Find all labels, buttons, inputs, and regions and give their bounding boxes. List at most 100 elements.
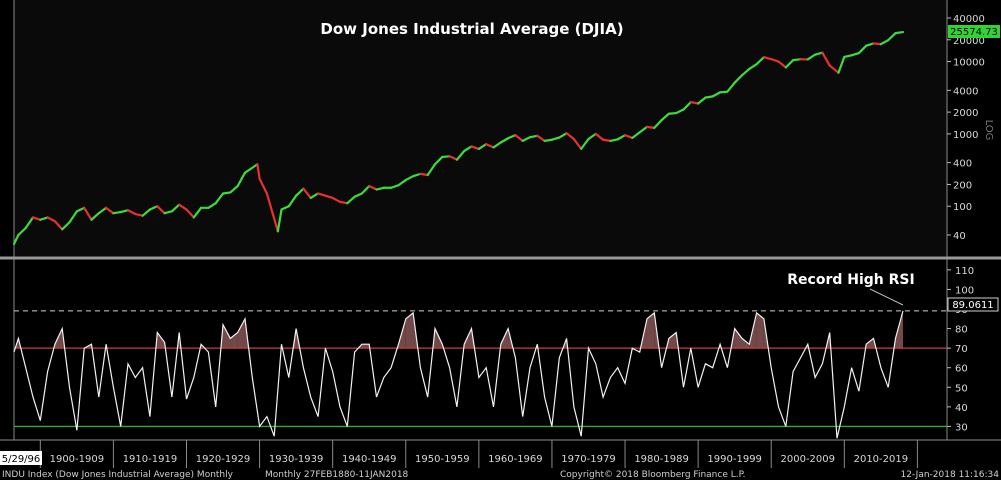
rsi-overbought-area [223,324,231,349]
price-segment [528,134,539,139]
decade-label: 1990-1999 [707,454,762,465]
price-segment [397,178,407,187]
rsi-tick-label: 40 [955,403,968,414]
price-segment [236,171,247,188]
price-tick-label: 400 [953,159,972,170]
price-segment [39,216,49,221]
price-segment [718,90,729,94]
price-segment [148,205,159,211]
price-segment [390,184,400,189]
price-segment [360,184,371,195]
rsi-overbought-area [734,328,742,349]
last-price-badge [948,25,1000,38]
rsi-overbought-area [237,318,245,349]
price-segment [90,212,100,221]
price-segment [338,200,349,205]
rsi-overbought-area [230,332,238,349]
price-segment [112,210,122,215]
price-segment [697,96,707,105]
price-tick-label: 10000 [953,58,985,69]
decade-label: 2010-2019 [854,454,909,465]
rsi-tick-label: 50 [955,383,968,394]
price-segment [550,136,561,141]
price-segment [46,216,57,223]
price-segment [324,194,334,200]
footer-period: Monthly 27FEB1880-11JAN2018 [265,470,409,480]
price-segment [214,192,225,205]
price-segment [879,39,890,46]
price-segment [521,136,532,142]
price-segment [499,137,510,144]
price-segment [441,155,451,159]
price-segment [375,186,385,191]
price-segment [821,51,831,67]
price-segment [843,54,853,59]
rsi-overbought-area [157,332,165,349]
price-segment [616,134,627,141]
price-segment [762,56,773,61]
price-segment [653,119,663,129]
rsi-tick-label: 70 [955,344,968,355]
price-segment [506,134,517,140]
price-segment [17,226,27,237]
price-segment [580,137,590,150]
price-segment [660,112,670,122]
price-segment [455,149,466,161]
decade-label: 1960-1969 [488,454,543,465]
chart-title: Dow Jones Industrial Average (DJIA) [320,20,623,38]
decade-label: 1900-1909 [50,454,105,465]
price-segment [689,101,700,105]
price-segment [178,203,188,211]
price-segment [309,192,320,200]
rsi-value-badge [947,297,999,312]
price-segment [24,216,35,230]
price-segment [256,163,261,180]
price-segment [477,143,488,150]
price-segment [828,64,840,74]
price-segment [755,56,766,66]
price-segment [83,206,93,221]
price-tick-label: 4000 [953,86,978,97]
price-segment [353,192,364,198]
price-segment [287,194,298,208]
footer-bar [0,468,1001,480]
log-scale-label: LOG [983,120,994,141]
footer-copyright: Copyright© 2018 Bloomberg Finance L.P. [560,470,745,480]
rsi-overbought-area [646,312,655,349]
annotation-leader-line [869,288,904,306]
price-segment [426,163,437,177]
price-segment [887,32,897,42]
decade-ticks: 1900-1909 1910-1919 1920-1929 1930-1939 1940… [39,440,918,468]
rsi-overbought-area [741,338,750,349]
decade-label: 2000-2009 [781,454,836,465]
start-date-badge [0,451,42,465]
decade-label: 1950-1959 [415,454,470,465]
rsi-tick-label: 60 [955,364,968,375]
price-tick-label: 40000 [953,14,985,25]
price-segment [748,63,758,71]
price-segment [170,203,181,213]
price-segment [192,206,203,219]
price-segment [558,132,568,139]
djia-price-line [12,30,905,246]
price-segment [207,202,217,209]
price-tick-label: 100 [953,202,972,213]
price-segment [276,208,283,233]
price-segment [126,209,137,216]
price-segment [134,212,144,217]
last-price-label: 25574.73 [950,27,998,38]
price-segment [543,138,554,142]
price-segment [536,134,546,142]
price-segment [31,216,42,221]
rsi-path [13,310,904,439]
rsi-overbought-area [866,338,874,349]
price-segment [602,138,612,142]
price-segment [68,210,78,224]
price-segment [894,30,905,35]
price-segment [485,143,495,149]
price-segment [331,196,342,203]
price-segment [806,53,817,61]
footer-security: INDU Index (Dow Jones Industrial Average… [2,470,234,480]
price-segment [850,51,861,57]
price-segment [726,81,736,93]
